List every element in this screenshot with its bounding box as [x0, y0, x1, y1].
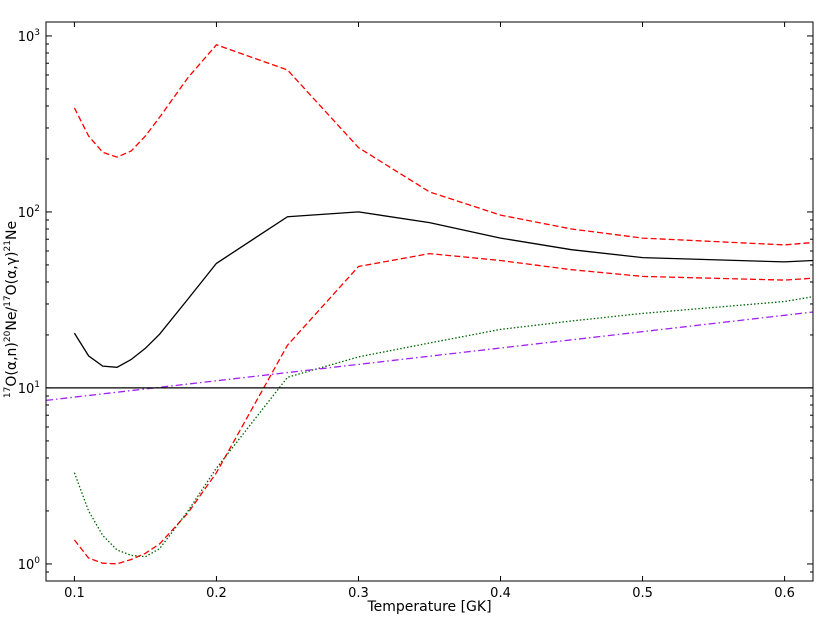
x-tick-label: 0.2 [206, 586, 227, 601]
series-line-2 [73, 44, 813, 246]
y-tick-label: 103 [18, 28, 40, 45]
axis-ticks: 0.1 0.2 0.3 0.4 0.5 0.6 100 101 102 103 [18, 22, 813, 601]
x-tick-label: 0.3 [348, 586, 369, 601]
x-tick-label: 0.4 [490, 586, 511, 601]
series-line-1 [73, 211, 813, 368]
x-tick-label: 0.1 [64, 586, 85, 601]
series-line-5 [46, 311, 813, 402]
y-axis-title: 17O(α,n)20Ne/17O(α,γ)21Ne [3, 221, 20, 398]
x-axis-title: Temperature [GK] [366, 599, 491, 615]
y-tick-label: 102 [18, 204, 40, 221]
series-line-4 [73, 296, 813, 558]
plot-frame [45, 21, 814, 582]
x-tick-label: 0.6 [774, 586, 795, 601]
y-tick-label: 101 [18, 380, 40, 397]
x-tick-label: 0.5 [632, 586, 653, 601]
y-tick-label: 100 [18, 556, 41, 573]
series-line-3 [73, 252, 813, 565]
plot-series [46, 44, 813, 565]
